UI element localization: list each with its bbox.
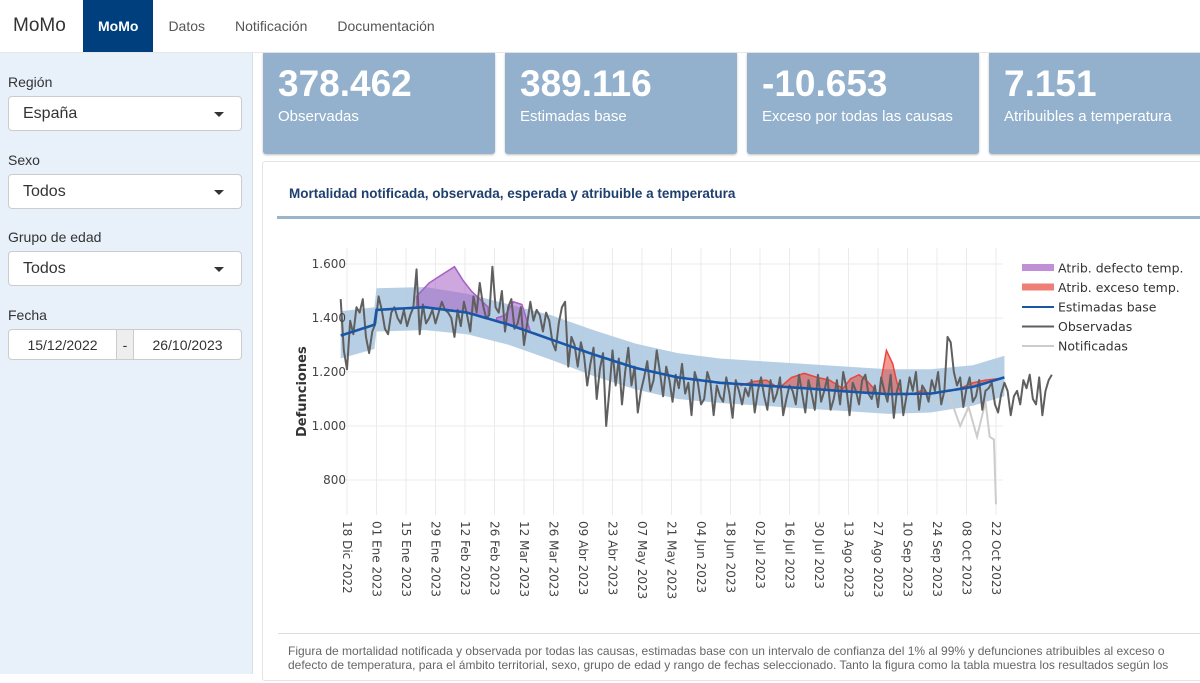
nav-tab-documentacion[interactable]: Documentación [337,18,435,34]
legend-swatch-defecto [1022,264,1054,271]
nav-tab-datos[interactable]: Datos [168,18,206,34]
x-tick-label: 08 Oct 2023 [960,521,974,595]
value-box-observadas: 378.462 Observadas [263,53,495,154]
x-tick-label: 01 Ene 2023 [370,521,384,597]
x-tick-label: 07 May 2023 [635,521,649,599]
fecha-label: Fecha [8,307,47,323]
panel-divider [277,216,1200,219]
y-tick-label: 800 [323,473,346,487]
navbar: MoMo MoMo Datos Notificación Documentaci… [0,0,1200,53]
chevron-down-icon [214,267,224,272]
edad-value: Todos [23,259,66,277]
x-tick-label: 27 Ago 2023 [871,521,885,598]
y-tick-label: 1.400 [312,311,346,325]
region-value: España [23,104,78,122]
legend-label: Atrib. exceso temp. [1058,280,1180,295]
value-box-label: Exceso por todas las causas [762,108,953,125]
x-tick-label: 26 Feb 2023 [488,521,502,596]
region-select[interactable]: España [8,96,242,131]
x-tick-label: 12 Mar 2023 [517,521,531,597]
date-start-input[interactable]: 15/12/2022 [27,336,98,353]
y-tick-label: 1.000 [312,419,346,433]
x-ticks: 18 Dic 2022 01 Ene 2023 15 Ene 2023 29 Ene … [340,521,1003,599]
value-box-exceso: -10.653 Exceso por todas las causas [747,53,979,154]
y-ticks: 800 1.000 1.200 1.400 1.600 [312,257,346,487]
legend-swatch-exceso [1022,283,1054,291]
chevron-down-icon [214,190,224,195]
legend-item[interactable]: Atrib. defecto temp. [1022,261,1184,276]
legend-item[interactable]: Atrib. exceso temp. [1022,280,1180,295]
x-tick-label: 15 Ene 2023 [399,521,413,597]
sexo-label: Sexo [8,152,40,168]
nav-tab-momo[interactable]: MoMo [83,0,154,52]
value-box-number: 7.151 [1004,63,1097,104]
x-tick-label: 21 May 2023 [665,521,679,599]
legend-label: Notificadas [1058,339,1128,354]
legend-item[interactable]: Notificadas [1022,339,1128,354]
chevron-down-icon [214,112,224,117]
x-tick-label: 18 Jun 2023 [724,521,738,593]
sidebar: Región España Sexo Todos Grupo de edad T… [0,53,253,674]
date-end-input[interactable]: 26/10/2023 [152,336,223,353]
value-box-atribuibles: 7.151 Atribuibles a temperatura [989,53,1200,154]
x-tick-label: 30 Jul 2023 [812,521,826,589]
y-tick-label: 1.600 [312,257,346,271]
value-box-number: -10.653 [762,63,888,104]
date-range-input: 15/12/2022 - 26/10/2023 [8,329,242,360]
value-box-number: 378.462 [278,63,412,104]
series-lines [339,265,1053,505]
value-box-estimadas: 389.116 Estimadas base [505,53,737,154]
value-box-label: Atribuibles a temperatura [1004,108,1172,125]
value-box-number: 389.116 [520,63,652,104]
x-tick-label: 23 Abr 2023 [606,521,620,595]
x-tick-label: 24 Sep 2023 [930,521,944,597]
edad-label: Grupo de edad [8,229,102,245]
y-tick-label: 1.200 [312,365,346,379]
value-box-label: Estimadas base [520,108,627,125]
x-tick-label: 26 Mar 2023 [547,521,561,597]
x-tick-label: 09 Abr 2023 [576,521,590,595]
estimadas-base-line [340,305,1005,396]
legend-item[interactable]: Observadas [1022,319,1132,334]
x-tick-label: 02 Jul 2023 [753,521,767,589]
x-tick-label: 18 Dic 2022 [340,521,354,594]
date-separator: - [116,330,134,359]
x-tick-label: 22 Oct 2023 [989,521,1003,595]
sexo-value: Todos [23,182,66,200]
y-axis-label: Defunciones [295,346,310,437]
x-tick-label: 12 Feb 2023 [458,521,472,596]
x-tick-label: 10 Sep 2023 [901,521,915,597]
legend-item[interactable]: Estimadas base [1022,300,1157,315]
value-box-label: Observadas [278,108,359,125]
notificadas-line [934,389,997,505]
legend-label: Estimadas base [1058,300,1157,315]
sexo-select[interactable]: Todos [8,174,242,209]
nav-tab-notificacion[interactable]: Notificación [235,18,308,34]
brand-title[interactable]: MoMo [13,15,66,36]
x-tick-label: 04 Jun 2023 [694,521,708,593]
edad-select[interactable]: Todos [8,251,242,286]
observadas-line [339,265,1053,427]
legend: Atrib. defecto temp. Atrib. exceso temp. E… [1022,261,1184,354]
region-label: Región [8,74,53,90]
x-tick-label: 13 Ago 2023 [842,521,856,598]
legend-label: Observadas [1058,319,1132,334]
x-tick-label: 16 Jul 2023 [783,521,797,589]
legend-label: Atrib. defecto temp. [1058,261,1184,276]
x-tick-label: 29 Ene 2023 [429,521,443,597]
panel-title: Mortalidad notificada, observada, espera… [289,186,736,201]
figure-caption: Figura de mortalidad notificada y observ… [278,633,1200,683]
